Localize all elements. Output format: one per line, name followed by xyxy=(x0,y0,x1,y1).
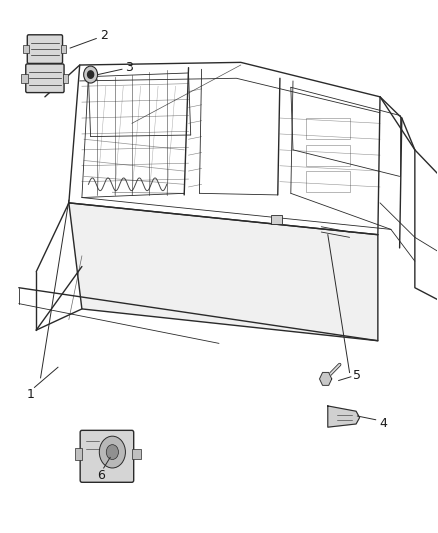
Circle shape xyxy=(99,436,125,468)
FancyBboxPatch shape xyxy=(26,64,64,93)
Bar xyxy=(271,215,282,224)
Text: 6: 6 xyxy=(98,469,106,482)
Bar xyxy=(21,74,28,83)
Bar xyxy=(306,118,350,139)
Polygon shape xyxy=(328,406,360,427)
FancyBboxPatch shape xyxy=(80,430,134,482)
Text: 5: 5 xyxy=(353,369,361,382)
Polygon shape xyxy=(320,373,332,385)
Text: 2: 2 xyxy=(100,29,108,42)
Bar xyxy=(132,449,141,459)
Bar xyxy=(63,74,68,83)
FancyBboxPatch shape xyxy=(27,35,63,63)
Text: 3: 3 xyxy=(125,61,133,74)
Polygon shape xyxy=(69,203,378,341)
Circle shape xyxy=(106,445,118,459)
Bar xyxy=(61,45,66,53)
Bar xyxy=(306,144,350,166)
Text: 4: 4 xyxy=(380,417,388,431)
Bar xyxy=(23,45,29,53)
Bar xyxy=(75,448,82,460)
Text: 1: 1 xyxy=(27,389,35,401)
Circle shape xyxy=(84,66,98,83)
Bar xyxy=(306,171,350,192)
Circle shape xyxy=(88,71,94,78)
